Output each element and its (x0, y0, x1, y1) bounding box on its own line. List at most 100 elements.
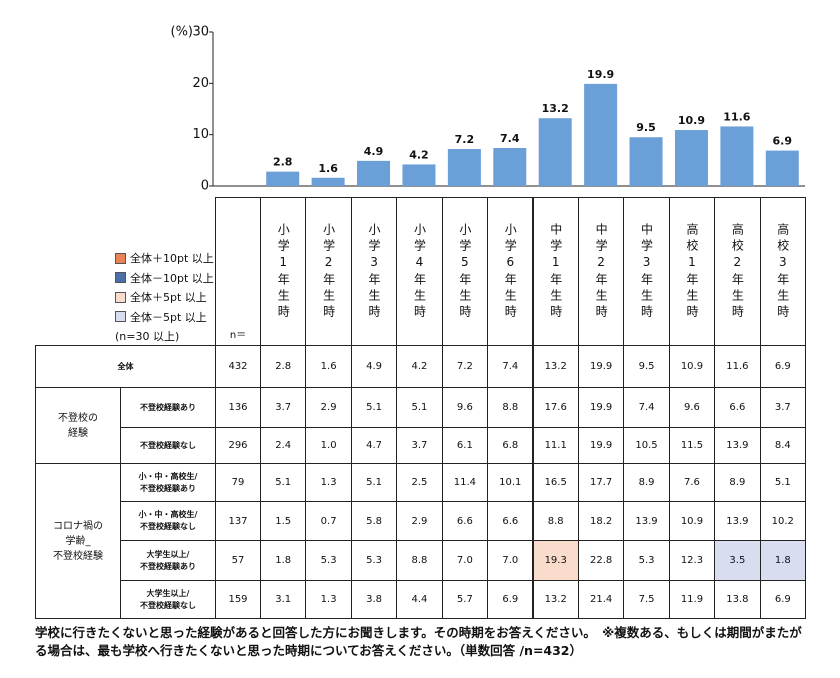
legend-label: 全体－10pt 以上 (130, 271, 214, 285)
table-cell: 8.8 (487, 387, 534, 428)
legend-item: 全体＋5pt 以上 (115, 290, 225, 304)
column-header: 高校1年生時 (668, 197, 716, 346)
table-cell: 6.9 (759, 345, 806, 388)
table-cell: 1.3 (305, 580, 352, 619)
column-header: 中学1年生時 (532, 197, 579, 346)
value-label: 4.2 (409, 148, 429, 161)
value-label: 7.4 (500, 132, 520, 145)
table-cell: 3.8 (350, 580, 398, 619)
table-cell: 7.4 (623, 387, 670, 428)
column-header: 中学3年生時 (623, 197, 670, 346)
table-cell: 11.9 (668, 580, 716, 619)
value-label: 7.2 (455, 133, 475, 146)
table-cell: 5.3 (350, 540, 398, 581)
table-cell: 9.6 (668, 387, 716, 428)
table-cell: 5.3 (305, 540, 352, 581)
table-cell: 22.8 (577, 540, 625, 581)
table-cell: 6.6 (714, 387, 761, 428)
table-cell: 7.0 (487, 540, 534, 581)
table-cell: 11.5 (668, 427, 716, 464)
table-cell: 6.1 (441, 427, 489, 464)
row-label: 不登校経験なし (120, 427, 216, 464)
legend-item: 全体－10pt 以上 (115, 271, 225, 285)
row-label: 不登校経験あり (120, 387, 216, 428)
table-cell: 11.6 (714, 345, 761, 388)
value-label: 9.5 (636, 121, 656, 134)
bar (357, 160, 391, 186)
footnote: 学校に行きたくないと思った経験があると回答した方にお聞きします。その時期をお答え… (35, 625, 802, 659)
table-cell: 17.7 (577, 463, 625, 502)
column-header: 小学1年生時 (260, 197, 307, 346)
table-cell: 1.6 (305, 345, 352, 388)
table-cell: 21.4 (577, 580, 625, 619)
table-cell: 13.9 (714, 427, 761, 464)
table-cell: 4.4 (396, 580, 443, 619)
group-label: コロナ禍の 学齢_ 不登校経験 (35, 463, 121, 619)
table-cell: 10.5 (623, 427, 670, 464)
table-cell: 17.6 (532, 387, 579, 428)
table-cell: 1.8 (759, 540, 806, 581)
legend-label: 全体＋5pt 以上 (130, 291, 207, 304)
column-header: 小学3年生時 (350, 197, 398, 346)
table-cell: 9.6 (441, 387, 489, 428)
bar (447, 149, 481, 186)
n-header: n＝ (215, 197, 261, 346)
legend-item: 全体＋10pt 以上 (115, 251, 225, 265)
table-cell: 3.7 (759, 387, 806, 428)
table-cell: 10.9 (668, 501, 716, 541)
table-cell: 1.3 (305, 463, 352, 502)
table-cell: 2.9 (396, 501, 443, 541)
bar (720, 126, 754, 186)
bar (311, 177, 345, 186)
bar (538, 118, 572, 186)
table-cell: 7.0 (441, 540, 489, 581)
row-label: 全体 (35, 345, 216, 388)
value-label: 1.6 (318, 162, 338, 175)
table-cell: 10.9 (668, 345, 716, 388)
value-label: 13.2 (542, 102, 569, 115)
table-cell: 13.8 (714, 580, 761, 619)
legend-swatch (115, 252, 126, 264)
table-cell: 19.9 (577, 345, 625, 388)
y-tick-label: 20 (192, 76, 209, 91)
legend-swatch (115, 311, 126, 322)
n-cell: 136 (215, 387, 261, 428)
table-cell: 19.3 (532, 540, 579, 581)
bar (674, 130, 708, 186)
table-cell: 9.5 (623, 345, 670, 388)
bar (266, 171, 300, 186)
table-cell: 7.4 (487, 345, 534, 388)
n-cell: 79 (215, 463, 261, 502)
table-cell: 0.7 (305, 501, 352, 541)
column-header: 高校2年生時 (714, 197, 761, 346)
table-cell: 6.6 (441, 501, 489, 541)
table-cell: 13.9 (623, 501, 670, 541)
table-cell: 8.4 (759, 427, 806, 464)
table-cell: 13.2 (532, 580, 579, 619)
value-label: 10.9 (678, 114, 705, 127)
y-axis-label: (%) (171, 25, 194, 40)
table-cell: 5.7 (441, 580, 489, 619)
legend-label: 全体－5pt 以上 (130, 310, 207, 324)
table-cell: 5.1 (396, 387, 443, 428)
row-label: 小・中・高校生/ 不登校経験あり (120, 463, 216, 502)
table-cell: 5.8 (350, 501, 398, 541)
chart: 0 10 20 30(%) 2.8 1.6 4.9 4.2 7.2 7.4 13.2 19.9 9.5 1… (171, 25, 805, 194)
table-cell: 4.9 (350, 345, 398, 388)
y-tick-label: 0 (201, 179, 209, 194)
n-cell: 137 (215, 501, 261, 541)
group-label: 不登校の 経験 (35, 387, 121, 464)
bar (765, 150, 799, 186)
table-cell: 13.2 (532, 345, 579, 388)
table-cell: 6.8 (487, 427, 534, 464)
table-cell: 5.1 (350, 387, 398, 428)
column-header: 小学5年生時 (441, 197, 489, 346)
column-header: 小学2年生時 (305, 197, 352, 346)
table-cell: 7.2 (441, 345, 489, 388)
table-cell: 12.3 (668, 540, 716, 581)
row-label: 大学生以上/ 不登校経験あり (120, 540, 216, 581)
legend-label: 全体＋10pt 以上 (130, 252, 214, 265)
table-cell: 11.4 (441, 463, 489, 502)
n-cell: 57 (215, 540, 261, 581)
